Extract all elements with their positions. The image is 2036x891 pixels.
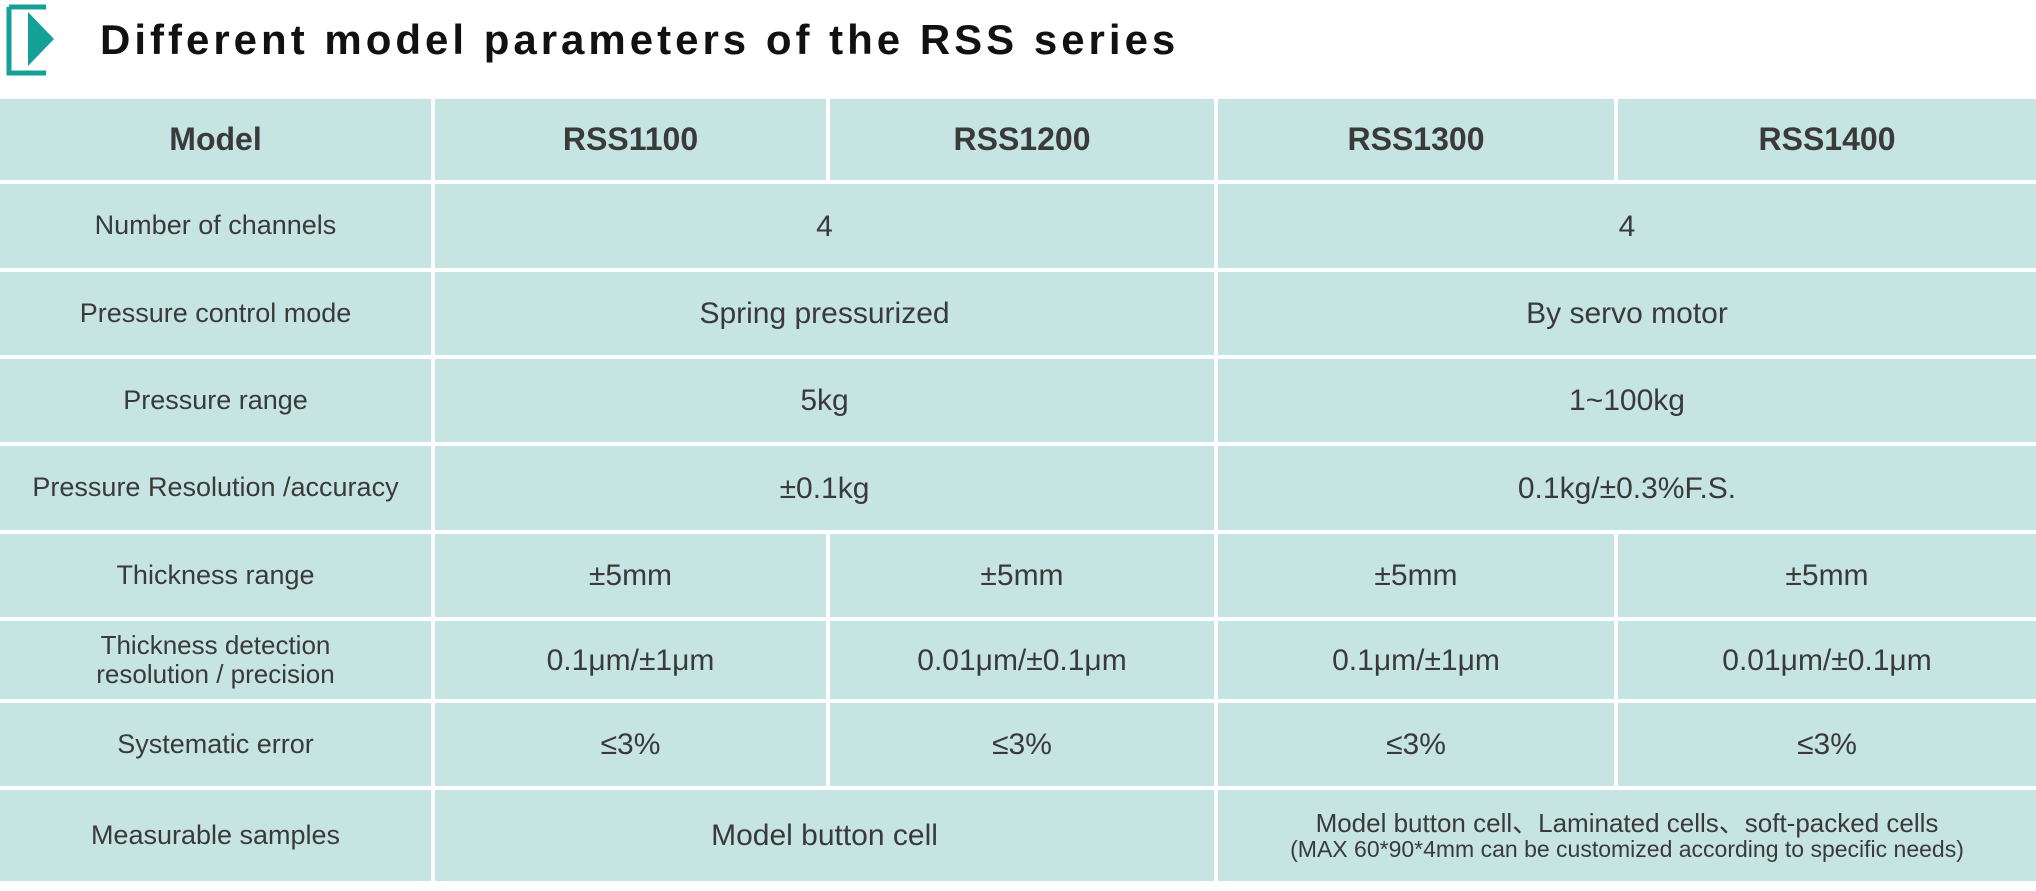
cell-text: Spring pressurized bbox=[699, 297, 950, 330]
value-cell: 0.1μm/±1μm bbox=[1218, 621, 1614, 699]
cell-text: By servo motor bbox=[1526, 297, 1728, 330]
cell-text: RSS1300 bbox=[1347, 120, 1485, 157]
cell-text: 5kg bbox=[800, 384, 849, 417]
value-cell-group-b: By servo motor bbox=[1218, 272, 2036, 355]
cell-text: 4 bbox=[1618, 209, 1636, 243]
cell-text: 0.1kg/±0.3%F.S. bbox=[1517, 471, 1737, 505]
row-label: Pressure control mode bbox=[0, 272, 431, 355]
value-cell: ±5mm bbox=[1618, 534, 2036, 617]
cell-text: 0.1μm/±1μm bbox=[1332, 643, 1500, 677]
cell-text: Pressure range bbox=[123, 384, 308, 415]
cell-text: ≤3% bbox=[1386, 728, 1446, 761]
row-label: Pressure range bbox=[0, 359, 431, 442]
page-title: Different model parameters of the RSS se… bbox=[100, 16, 1180, 63]
cell-text: Measurable samples bbox=[90, 819, 341, 850]
cell-text: RSS1400 bbox=[1758, 120, 1896, 157]
value-cell: ≤3% bbox=[830, 703, 1214, 786]
header-model-2: RSS1300 bbox=[1218, 99, 1614, 180]
row-label: Thickness range bbox=[0, 534, 431, 617]
cell-text: Number of channels bbox=[94, 210, 337, 241]
cell-text: Pressure control mode bbox=[79, 297, 352, 328]
row-label: Number of channels bbox=[0, 184, 431, 268]
value-line: Model button cell、Laminated cells、soft-p… bbox=[1315, 807, 1939, 838]
cell-text: 0.01μm/±0.1μm bbox=[1722, 643, 1932, 677]
row-label: Pressure Resolution /accuracy bbox=[0, 446, 431, 530]
header-model-0: RSS1100 bbox=[435, 99, 826, 180]
cell-text: Systematic error bbox=[117, 728, 314, 759]
cell-text: ±5mm bbox=[588, 559, 673, 592]
page-header: Different model parameters of the RSS se… bbox=[6, 0, 1179, 80]
header-model-3: RSS1400 bbox=[1618, 99, 2036, 180]
value-cell: ≤3% bbox=[1218, 703, 1614, 786]
value-cell: ±5mm bbox=[830, 534, 1214, 617]
value-cell-group-a: 4 bbox=[435, 184, 1214, 268]
value-cell-group-b: 0.1kg/±0.3%F.S. bbox=[1218, 446, 2036, 530]
cell-text: ≤3% bbox=[600, 728, 661, 761]
value-cell-group-a: Model button cell bbox=[435, 790, 1214, 881]
value-cell-group-b: 4 bbox=[1218, 184, 2036, 268]
cell-text: ±0.1kg bbox=[779, 471, 870, 505]
cell-text: ±5mm bbox=[1374, 559, 1458, 592]
value-note: (MAX 60*90*4mm can be customized accordi… bbox=[1290, 836, 1964, 863]
value-cell: ≤3% bbox=[435, 703, 826, 786]
row-label: Thickness detection resolution / precisio… bbox=[0, 621, 431, 699]
value-cell: ≤3% bbox=[1618, 703, 2036, 786]
cell-text: RSS1100 bbox=[562, 120, 699, 157]
cell-text: Thickness range bbox=[116, 559, 315, 590]
play-bracket-icon bbox=[6, 4, 56, 76]
value-cell: ±5mm bbox=[1218, 534, 1614, 617]
label-line: Thickness detection bbox=[100, 630, 331, 661]
row-label: Measurable samples bbox=[0, 790, 431, 881]
value-cell-group-a: 5kg bbox=[435, 359, 1214, 442]
value-cell-group-a: ±0.1kg bbox=[435, 446, 1214, 530]
cell-text: 1~100kg bbox=[1569, 384, 1685, 417]
row-label: Systematic error bbox=[0, 703, 431, 786]
value-cell: 0.01μm/±0.1μm bbox=[1618, 621, 2036, 699]
value-cell-group-b: Model button cell、Laminated cells、soft-p… bbox=[1218, 790, 2036, 881]
label-line: resolution / precision bbox=[96, 659, 335, 689]
cell-text: RSS1200 bbox=[953, 120, 1091, 157]
cell-text: Pressure Resolution /accuracy bbox=[32, 472, 399, 503]
header-model-label: Model bbox=[0, 99, 431, 180]
value-cell: 0.01μm/±0.1μm bbox=[830, 621, 1214, 699]
value-cell-group-a: Spring pressurized bbox=[435, 272, 1214, 355]
value-cell: ±5mm bbox=[435, 534, 826, 617]
value-cell: 0.1μm/±1μm bbox=[435, 621, 826, 699]
cell-text: 4 bbox=[816, 209, 833, 243]
cell-text: Model button cell bbox=[711, 819, 938, 852]
cell-text: ±5mm bbox=[980, 559, 1064, 592]
cell-text: 0.1μm/±1μm bbox=[546, 643, 715, 677]
cell-text: Model bbox=[169, 120, 262, 157]
header-model-1: RSS1200 bbox=[830, 99, 1214, 180]
value-cell-group-b: 1~100kg bbox=[1218, 359, 2036, 442]
cell-text: ≤3% bbox=[1797, 728, 1857, 761]
cell-text: 0.01μm/±0.1μm bbox=[917, 643, 1127, 677]
cell-text: ±5mm bbox=[1785, 559, 1869, 592]
cell-text: ≤3% bbox=[992, 728, 1052, 761]
